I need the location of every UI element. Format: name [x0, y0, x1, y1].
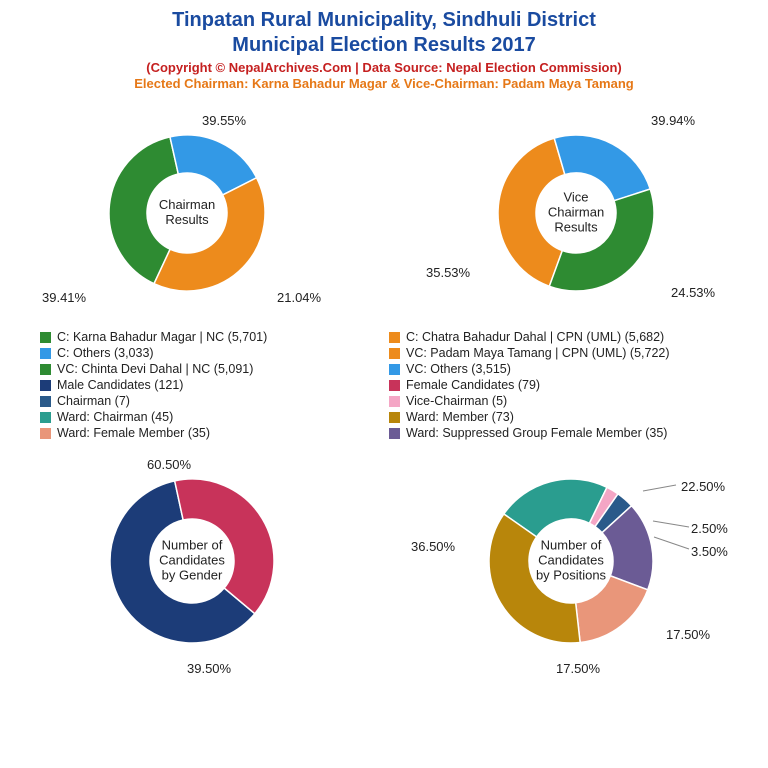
legend-label: Ward: Member (73): [406, 410, 514, 424]
top-row: ChairmanResults39.55%21.04%39.41% ViceCh…: [0, 95, 768, 325]
copyright-line: (Copyright © NepalArchives.Com | Data So…: [0, 60, 768, 75]
legend-label: VC: Padam Maya Tamang | CPN (UML) (5,722…: [406, 346, 670, 360]
legend-item: C: Others (3,033): [40, 345, 389, 361]
donut-slice: [549, 189, 654, 291]
legend-item: Ward: Chairman (45): [40, 409, 389, 425]
slice-percent-label: 39.94%: [651, 113, 695, 128]
legend-swatch: [389, 380, 400, 391]
slice-percent-label: 21.04%: [277, 290, 321, 305]
legend-label: Vice-Chairman (5): [406, 394, 507, 408]
slice-percent-label: 39.55%: [202, 113, 246, 128]
legend-swatch: [40, 380, 51, 391]
legend-item: VC: Padam Maya Tamang | CPN (UML) (5,722…: [389, 345, 738, 361]
legend-swatch: [389, 412, 400, 423]
legend-label: C: Chatra Bahadur Dahal | CPN (UML) (5,6…: [406, 330, 664, 344]
elected-line: Elected Chairman: Karna Bahadur Magar & …: [0, 76, 768, 91]
bottom-row: Number ofCandidatesby Gender60.50%39.50%…: [0, 449, 768, 679]
slice-percent-label: 24.53%: [671, 285, 715, 300]
slice-percent-label: 17.50%: [666, 627, 710, 642]
legend-swatch: [40, 364, 51, 375]
legend-label: Ward: Suppressed Group Female Member (35…: [406, 426, 667, 440]
legend-swatch: [40, 428, 51, 439]
slice-percent-label: 39.50%: [187, 661, 231, 676]
donut-slice: [498, 138, 565, 286]
legend-label: VC: Others (3,515): [406, 362, 511, 376]
legend-label: C: Others (3,033): [57, 346, 154, 360]
legend-swatch: [389, 396, 400, 407]
donut-slice: [576, 576, 648, 643]
positions-chart: Number ofCandidatesby Positions22.50%2.5…: [401, 449, 751, 679]
legend-swatch: [40, 332, 51, 343]
legend-label: C: Karna Bahadur Magar | NC (5,701): [57, 330, 267, 344]
slice-percent-label: 60.50%: [147, 457, 191, 472]
legend: C: Karna Bahadur Magar | NC (5,701) C: Ch…: [0, 325, 768, 445]
chairman-chart: ChairmanResults39.55%21.04%39.41%: [17, 95, 367, 325]
legend-item: VC: Chinta Devi Dahal | NC (5,091): [40, 361, 389, 377]
gender-chart: Number ofCandidatesby Gender60.50%39.50%: [17, 449, 367, 679]
legend-item: C: Karna Bahadur Magar | NC (5,701): [40, 329, 389, 345]
legend-swatch: [40, 396, 51, 407]
legend-label: Ward: Chairman (45): [57, 410, 173, 424]
slice-percent-label: 35.53%: [426, 265, 470, 280]
legend-item: Chairman (7): [40, 393, 389, 409]
legend-item: Female Candidates (79): [389, 377, 738, 393]
donut-slice: [154, 178, 265, 291]
legend-item: Ward: Suppressed Group Female Member (35…: [389, 425, 738, 441]
slice-percent-label: 17.50%: [556, 661, 600, 676]
legend-swatch: [389, 348, 400, 359]
main-title-line1: Tinpatan Rural Municipality, Sindhuli Di…: [0, 8, 768, 33]
legend-swatch: [389, 428, 400, 439]
title-block: Tinpatan Rural Municipality, Sindhuli Di…: [0, 0, 768, 91]
legend-item: VC: Others (3,515): [389, 361, 738, 377]
legend-label: Ward: Female Member (35): [57, 426, 210, 440]
slice-percent-label: 36.50%: [411, 539, 455, 554]
vicechair-chart: ViceChairmanResults39.94%24.53%35.53%: [401, 95, 751, 325]
legend-swatch: [40, 412, 51, 423]
legend-item: Ward: Member (73): [389, 409, 738, 425]
legend-item: Male Candidates (121): [40, 377, 389, 393]
legend-swatch: [389, 364, 400, 375]
legend-label: Female Candidates (79): [406, 378, 540, 392]
legend-swatch: [40, 348, 51, 359]
donut-slice: [554, 135, 650, 201]
legend-label: Male Candidates (121): [57, 378, 183, 392]
legend-swatch: [389, 332, 400, 343]
slice-percent-label: 22.50%: [681, 479, 725, 494]
slice-percent-label: 2.50%: [691, 521, 728, 536]
slice-percent-label: 3.50%: [691, 544, 728, 559]
legend-item: C: Chatra Bahadur Dahal | CPN (UML) (5,6…: [389, 329, 738, 345]
main-title-line2: Municipal Election Results 2017: [0, 33, 768, 58]
legend-item: Ward: Female Member (35): [40, 425, 389, 441]
legend-label: Chairman (7): [57, 394, 130, 408]
legend-item: Vice-Chairman (5): [389, 393, 738, 409]
legend-label: VC: Chinta Devi Dahal | NC (5,091): [57, 362, 253, 376]
slice-percent-label: 39.41%: [42, 290, 86, 305]
